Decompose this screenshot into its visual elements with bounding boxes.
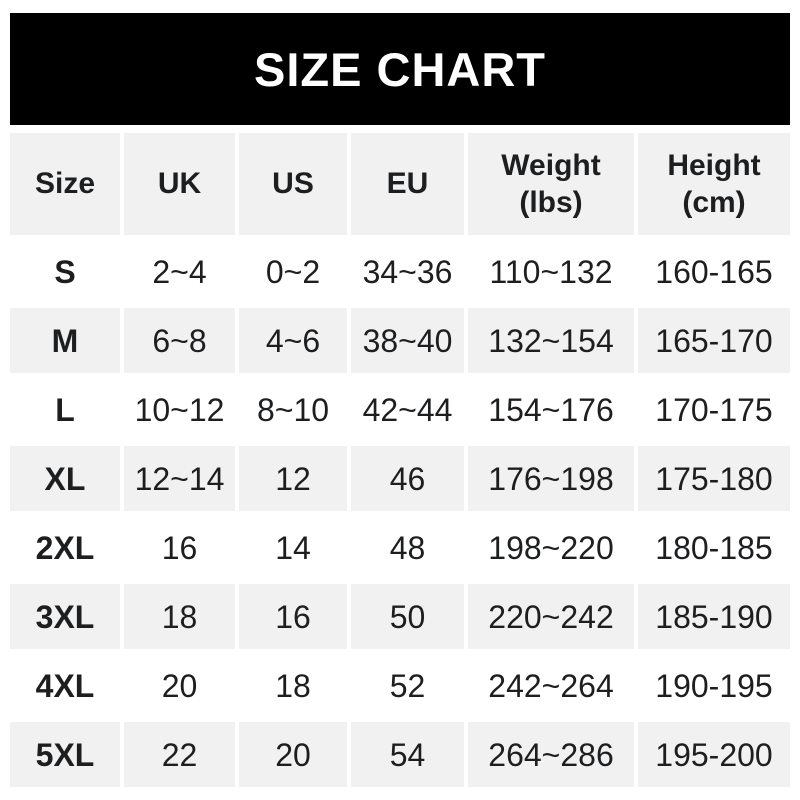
cell-eu: 48	[351, 515, 464, 580]
cell-uk: 16	[124, 515, 235, 580]
col-header-weight: Weight (lbs)	[468, 133, 634, 235]
cell-size: L	[10, 377, 120, 442]
cell-us: 0~2	[239, 239, 347, 304]
col-header-uk: UK	[124, 133, 235, 235]
size-chart-banner: SIZE CHART	[10, 13, 790, 125]
cell-height: 165-170	[638, 308, 790, 373]
cell-eu: 34~36	[351, 239, 464, 304]
cell-weight: 110~132	[468, 239, 634, 304]
col-header-eu: EU	[351, 133, 464, 235]
cell-uk: 12~14	[124, 446, 235, 511]
cell-uk: 10~12	[124, 377, 235, 442]
cell-uk: 2~4	[124, 239, 235, 304]
cell-us: 18	[239, 653, 347, 718]
cell-us: 20	[239, 722, 347, 787]
cell-height: 190-195	[638, 653, 790, 718]
cell-height: 185-190	[638, 584, 790, 649]
size-chart-table: Size UK US EU Weight (lbs) Height (cm) S…	[10, 133, 790, 787]
cell-us: 4~6	[239, 308, 347, 373]
cell-height: 170-175	[638, 377, 790, 442]
cell-size: 4XL	[10, 653, 120, 718]
cell-eu: 42~44	[351, 377, 464, 442]
cell-weight: 220~242	[468, 584, 634, 649]
cell-size: M	[10, 308, 120, 373]
cell-height: 175-180	[638, 446, 790, 511]
banner-title: SIZE CHART	[254, 42, 546, 96]
cell-eu: 50	[351, 584, 464, 649]
cell-weight: 264~286	[468, 722, 634, 787]
cell-eu: 46	[351, 446, 464, 511]
cell-uk: 20	[124, 653, 235, 718]
cell-us: 8~10	[239, 377, 347, 442]
cell-size: S	[10, 239, 120, 304]
cell-size: 3XL	[10, 584, 120, 649]
cell-uk: 18	[124, 584, 235, 649]
cell-height: 195-200	[638, 722, 790, 787]
cell-eu: 54	[351, 722, 464, 787]
cell-uk: 22	[124, 722, 235, 787]
cell-weight: 154~176	[468, 377, 634, 442]
cell-us: 12	[239, 446, 347, 511]
cell-size: 5XL	[10, 722, 120, 787]
col-header-us: US	[239, 133, 347, 235]
cell-weight: 198~220	[468, 515, 634, 580]
cell-size: 2XL	[10, 515, 120, 580]
cell-us: 16	[239, 584, 347, 649]
cell-eu: 38~40	[351, 308, 464, 373]
cell-eu: 52	[351, 653, 464, 718]
cell-height: 160-165	[638, 239, 790, 304]
col-header-height: Height (cm)	[638, 133, 790, 235]
col-header-size: Size	[10, 133, 120, 235]
cell-height: 180-185	[638, 515, 790, 580]
cell-uk: 6~8	[124, 308, 235, 373]
cell-weight: 176~198	[468, 446, 634, 511]
cell-size: XL	[10, 446, 120, 511]
cell-us: 14	[239, 515, 347, 580]
cell-weight: 132~154	[468, 308, 634, 373]
cell-weight: 242~264	[468, 653, 634, 718]
